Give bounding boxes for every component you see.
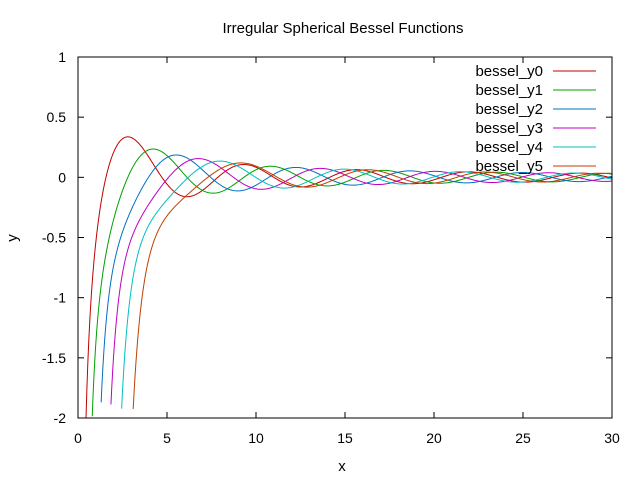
x-tick-label: 15 bbox=[337, 430, 353, 446]
y-tick-label: -1 bbox=[54, 290, 67, 306]
y-tick-label: 0 bbox=[58, 169, 66, 185]
y-tick-label: 1 bbox=[58, 49, 66, 65]
y-tick-label: -0.5 bbox=[42, 230, 66, 246]
x-tick-label: 20 bbox=[426, 430, 442, 446]
legend-label-bessel-y1: bessel_y1 bbox=[475, 82, 543, 99]
legend: bessel_y0 bessel_y1 bessel_y2 bessel_y3bess… bbox=[475, 63, 596, 175]
y-tick-label: -2 bbox=[54, 410, 67, 426]
series-line-bessel-y5 bbox=[132, 162, 613, 409]
y-axis-label: y bbox=[4, 234, 21, 242]
series-line-bessel-y2 bbox=[100, 154, 613, 403]
y-axis-ticks: -2 -1.5 -1 -0.5 0 0.5 1 bbox=[42, 49, 612, 426]
x-axis-label: x bbox=[338, 458, 346, 475]
series-line-bessel-y4 bbox=[121, 160, 613, 409]
x-tick-label: 25 bbox=[515, 430, 531, 446]
y-tick-label: 0.5 bbox=[47, 109, 67, 125]
series-line-bessel-y3 bbox=[110, 158, 613, 405]
plot-lines bbox=[85, 136, 613, 419]
legend-label-bessel-y4: bessel_y4 bbox=[475, 139, 543, 156]
y-tick-label: -1.5 bbox=[42, 350, 66, 366]
x-tick-label: 10 bbox=[248, 430, 264, 446]
chart-title: Irregular Spherical Bessel Functions bbox=[223, 20, 464, 37]
x-tick-label: 5 bbox=[163, 430, 171, 446]
series-line-bessel-y1 bbox=[91, 148, 613, 417]
x-tick-label: 30 bbox=[604, 430, 620, 446]
legend-label-bessel-y3: bessel_y3 bbox=[475, 120, 543, 137]
plot-frame bbox=[77, 56, 613, 419]
legend-label-bessel-y2: bessel_y2 bbox=[475, 101, 543, 118]
legend-label-bessel-y5: bessel_y5 bbox=[475, 158, 543, 175]
x-axis-ticks: 0 5 10 15 20 25 30 bbox=[74, 57, 620, 446]
legend-label-bessel-y0: bessel_y0 bbox=[475, 63, 543, 80]
x-tick-label: 0 bbox=[74, 430, 82, 446]
